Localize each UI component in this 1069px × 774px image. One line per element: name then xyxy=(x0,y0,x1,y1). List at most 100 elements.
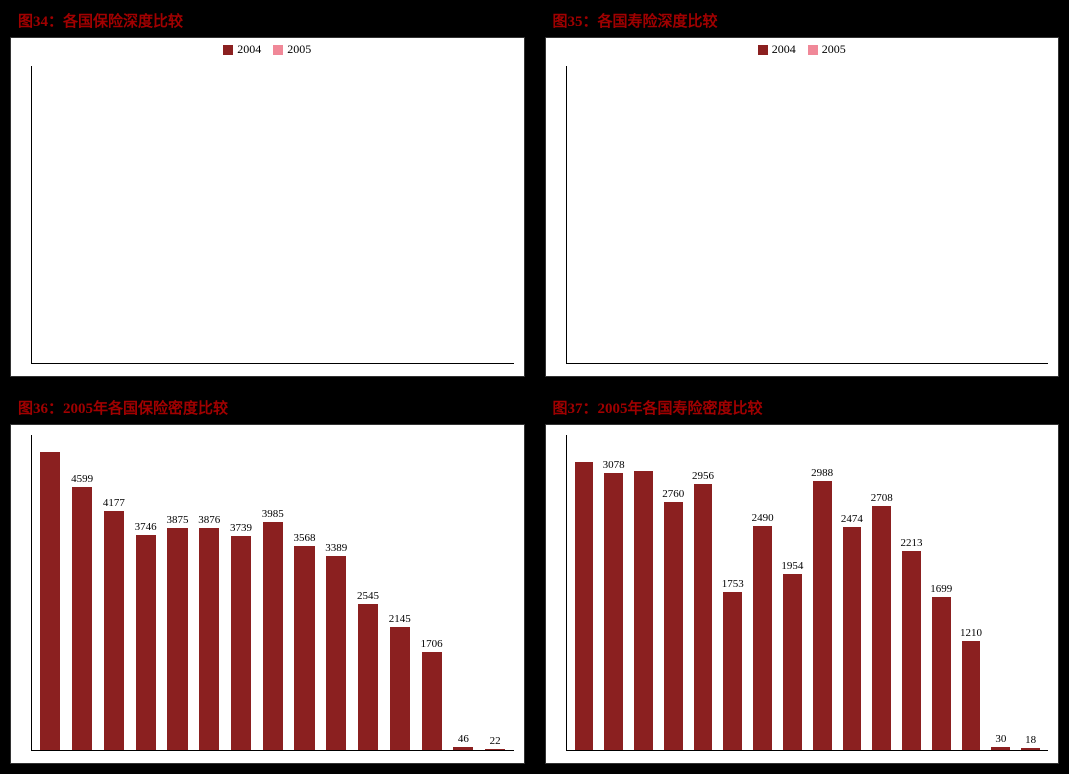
bar xyxy=(167,528,187,750)
bar xyxy=(664,502,683,750)
bar-group: 2760 xyxy=(660,435,687,750)
bar-value-label: 1706 xyxy=(421,638,443,650)
bar-value-label: 3078 xyxy=(603,459,625,471)
chart-title: 图34：各国保险深度比较 xyxy=(10,10,525,31)
bar-value-label: 4177 xyxy=(103,497,125,509)
bar xyxy=(604,473,623,750)
legend-swatch-2005 xyxy=(808,45,818,55)
bar-group: 2708 xyxy=(868,435,895,750)
bar-group: 2490 xyxy=(749,435,776,750)
bar-value-label: 2988 xyxy=(811,467,833,479)
bar-value-label: 3876 xyxy=(198,514,220,526)
figure-34: 图34：各国保险深度比较 2004 2005 xyxy=(10,10,525,377)
bar xyxy=(1021,748,1040,750)
bar xyxy=(136,535,156,750)
figure-37: 图37：2005年各国寿险密度比较 3078 2760 2956 1753 2490 19… xyxy=(545,397,1060,764)
bar-value-label: 1210 xyxy=(960,627,982,639)
bar-value-label: 2490 xyxy=(752,512,774,524)
bar xyxy=(294,546,314,750)
bar xyxy=(453,747,473,750)
plot xyxy=(31,66,514,364)
bar-group: 30 xyxy=(987,435,1014,750)
figure-36: 图36：2005年各国保险密度比较 4599 4177 3746 3875 3876 37… xyxy=(10,397,525,764)
bar-group: 18 xyxy=(1017,435,1044,750)
bar-group: 2988 xyxy=(809,435,836,750)
chart-area: 3078 2760 2956 1753 2490 1954 2988 2474 2708 2213… xyxy=(545,424,1060,764)
legend-swatch-2004 xyxy=(223,45,233,55)
bar-group: 2145 xyxy=(385,435,414,750)
bar xyxy=(753,526,772,750)
bar-value-label: 1954 xyxy=(781,560,803,572)
bar-value-label: 2474 xyxy=(841,513,863,525)
bar-value-label: 3389 xyxy=(325,542,347,554)
bar-group: 1706 xyxy=(417,435,446,750)
bar-value-label: 2708 xyxy=(871,492,893,504)
legend: 2004 2005 xyxy=(758,42,846,57)
chart-title: 图36：2005年各国保险密度比较 xyxy=(10,397,525,418)
figure-35: 图35：各国寿险深度比较 2004 2005 xyxy=(545,10,1060,377)
bar xyxy=(872,506,891,750)
bar-group: 3985 xyxy=(258,435,287,750)
bar-group: 3568 xyxy=(290,435,319,750)
chart-title: 图37：2005年各国寿险密度比较 xyxy=(545,397,1060,418)
legend-swatch-2005 xyxy=(273,45,283,55)
bar xyxy=(485,749,505,750)
chart-title: 图35：各国寿险深度比较 xyxy=(545,10,1060,31)
plot: 3078 2760 2956 1753 2490 1954 2988 2474 2708 2213… xyxy=(566,435,1049,751)
bar xyxy=(422,652,442,750)
bar-group: 2213 xyxy=(898,435,925,750)
bar xyxy=(634,471,653,750)
bar-group: 4177 xyxy=(100,435,129,750)
bar xyxy=(72,487,92,750)
bar-group: 1699 xyxy=(928,435,955,750)
bar-group: 3746 xyxy=(131,435,160,750)
bar xyxy=(358,604,378,750)
bar-group: 3739 xyxy=(227,435,256,750)
bar xyxy=(390,627,410,750)
bar-value-label: 3739 xyxy=(230,522,252,534)
chart-area: 2004 2005 xyxy=(10,37,525,377)
plot xyxy=(566,66,1049,364)
bar-group: 2545 xyxy=(354,435,383,750)
bar-value-label: 46 xyxy=(458,733,469,745)
bar-group: 1753 xyxy=(719,435,746,750)
bar-group: 3078 xyxy=(600,435,627,750)
bar xyxy=(231,536,251,750)
bar xyxy=(104,511,124,750)
plot: 4599 4177 3746 3875 3876 3739 3985 3568 3389 2545… xyxy=(31,435,514,751)
bar xyxy=(723,592,742,750)
bar-value-label: 1699 xyxy=(930,583,952,595)
bar xyxy=(199,528,219,750)
bar-group xyxy=(630,435,657,750)
bar-group: 3875 xyxy=(163,435,192,750)
bar-group: 3389 xyxy=(322,435,351,750)
bar xyxy=(843,527,862,750)
legend: 2004 2005 xyxy=(223,42,311,57)
bar-value-label: 4599 xyxy=(71,473,93,485)
bar xyxy=(694,484,713,750)
bar-group: 22 xyxy=(481,435,510,750)
bar-value-label: 18 xyxy=(1025,734,1036,746)
bar-value-label: 1753 xyxy=(722,578,744,590)
bar-value-label: 3875 xyxy=(166,514,188,526)
chart-area: 4599 4177 3746 3875 3876 3739 3985 3568 3389 2545… xyxy=(10,424,525,764)
bar xyxy=(263,522,283,750)
bar-group: 1210 xyxy=(958,435,985,750)
bar-value-label: 30 xyxy=(995,733,1006,745)
bar-value-label: 2545 xyxy=(357,590,379,602)
bar-value-label: 2760 xyxy=(662,488,684,500)
bar xyxy=(783,574,802,750)
bar xyxy=(991,747,1010,750)
bar-value-label: 2956 xyxy=(692,470,714,482)
bar xyxy=(932,597,951,750)
bar-group: 2474 xyxy=(839,435,866,750)
bar-group xyxy=(571,435,598,750)
bar-value-label: 3985 xyxy=(262,508,284,520)
bar xyxy=(326,556,346,750)
bar xyxy=(902,551,921,750)
bar-value-label: 2213 xyxy=(900,537,922,549)
bar xyxy=(813,481,832,750)
bar-group: 4599 xyxy=(68,435,97,750)
bar xyxy=(575,462,594,750)
legend-swatch-2004 xyxy=(758,45,768,55)
